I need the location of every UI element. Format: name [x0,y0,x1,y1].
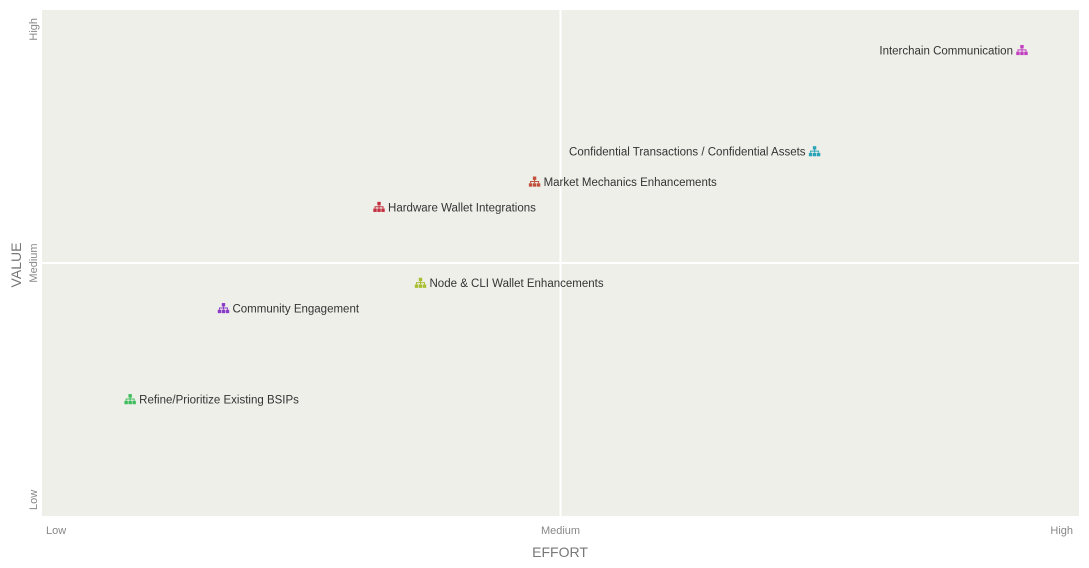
hierarchy-icon [528,176,541,187]
point-label: Refine/Prioritize Existing BSIPs [139,395,299,407]
point-label: Interchain Communication [879,45,1013,57]
y-tick-label: High [28,18,40,41]
point-label: Hardware Wallet Integrations [388,202,536,214]
data-point: Node & CLI Wallet Enhancements [414,277,604,290]
hierarchy-icon [414,277,427,288]
x-axis-ticks: Low Medium High [46,525,1073,537]
point-label: Confidential Transactions / Confidential… [569,147,806,159]
hierarchy-icon [373,201,385,212]
data-point: Interchain Communication [879,44,1028,57]
y-axis-ticks: Low Medium High [28,18,40,510]
data-points: Interchain Communication Confidential Tra… [124,44,1028,407]
point-label: Community Engagement [232,304,359,316]
data-point: Market Mechanics Enhancements [528,176,717,189]
hierarchy-icon [808,146,821,157]
data-point: Hardware Wallet Integrations [373,201,536,214]
point-label: Node & CLI Wallet Enhancements [430,278,604,290]
x-tick-label: Low [46,525,66,537]
x-tick-label: Medium [541,525,580,537]
point-label: Market Mechanics Enhancements [544,177,717,189]
data-point: Community Engagement [217,303,360,316]
y-tick-label: Low [28,490,40,510]
hierarchy-icon [1016,44,1028,56]
hierarchy-icon [124,394,136,405]
y-tick-label: Medium [28,243,40,282]
x-axis-title: EFFORT [532,544,588,560]
data-point: Confidential Transactions / Confidential… [569,146,821,159]
hierarchy-icon [217,303,230,314]
y-axis-title: VALUE [8,243,24,288]
quadrant-dividers [42,10,1079,516]
data-point: Refine/Prioritize Existing BSIPs [124,394,299,407]
x-tick-label: High [1050,525,1073,537]
